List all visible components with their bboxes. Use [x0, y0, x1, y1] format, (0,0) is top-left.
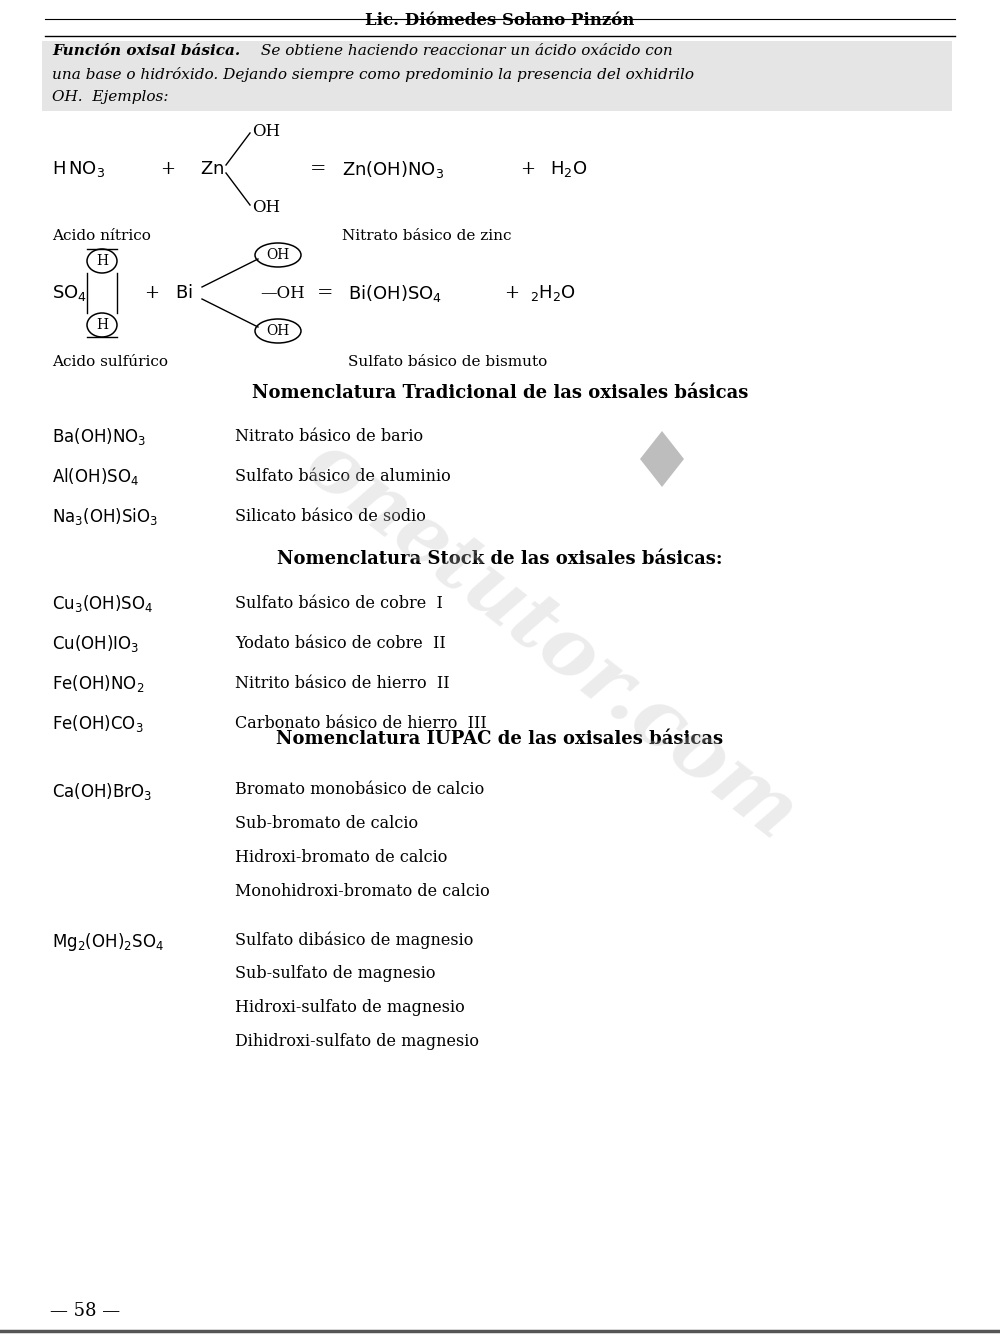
- Text: Dihidroxi-sulfato de magnesio: Dihidroxi-sulfato de magnesio: [235, 1033, 479, 1050]
- Polygon shape: [640, 430, 684, 487]
- Text: Nitrito básico de hierro  II: Nitrito básico de hierro II: [235, 675, 450, 692]
- Text: una base o hidróxido. Dejando siempre como predominio la presencia del oxhidrilo: una base o hidróxido. Dejando siempre co…: [52, 67, 694, 82]
- Text: OH: OH: [252, 122, 280, 139]
- Text: Hidroxi-bromato de calcio: Hidroxi-bromato de calcio: [235, 849, 447, 866]
- Text: — 58 —: — 58 —: [50, 1302, 120, 1320]
- Text: Sub-bromato de calcio: Sub-bromato de calcio: [235, 815, 418, 831]
- Text: $\mathrm{Bi}$: $\mathrm{Bi}$: [175, 284, 193, 302]
- Text: =: =: [317, 284, 333, 302]
- Text: +: +: [160, 160, 176, 178]
- Text: Nomenclatura Tradicional de las oxisales básicas: Nomenclatura Tradicional de las oxisales…: [252, 384, 748, 402]
- Text: —OH: —OH: [260, 284, 305, 302]
- Text: Nitrato básico de zinc: Nitrato básico de zinc: [342, 229, 512, 243]
- Text: Sulfato dibásico de magnesio: Sulfato dibásico de magnesio: [235, 931, 473, 948]
- Text: Nitrato básico de bario: Nitrato básico de bario: [235, 428, 423, 444]
- Text: Función oxisal básica.: Función oxisal básica.: [52, 44, 240, 58]
- Text: $\mathrm{H_2O}$: $\mathrm{H_2O}$: [550, 160, 587, 178]
- Text: $\mathrm{Fe(OH)CO_3}$: $\mathrm{Fe(OH)CO_3}$: [52, 712, 144, 734]
- Text: Hidroxi-sulfato de magnesio: Hidroxi-sulfato de magnesio: [235, 999, 465, 1016]
- Text: $\mathrm{Cu(OH)IO_3}$: $\mathrm{Cu(OH)IO_3}$: [52, 633, 139, 653]
- Text: $\mathrm{Cu_3(OH)SO_4}$: $\mathrm{Cu_3(OH)SO_4}$: [52, 593, 153, 613]
- Text: Acido nítrico: Acido nítrico: [52, 229, 151, 243]
- Text: $\mathrm{_2H_2O}$: $\mathrm{_2H_2O}$: [530, 283, 576, 303]
- Text: $\mathrm{Mg_2(OH)_2SO_4}$: $\mathrm{Mg_2(OH)_2SO_4}$: [52, 931, 164, 953]
- Text: Bromato monobásico de calcio: Bromato monobásico de calcio: [235, 780, 484, 798]
- Text: H: H: [96, 253, 108, 268]
- Text: $\mathrm{Al(OH)SO_4}$: $\mathrm{Al(OH)SO_4}$: [52, 465, 139, 487]
- Text: $\mathrm{Zn}$: $\mathrm{Zn}$: [200, 160, 224, 178]
- Text: Sub-sulfato de magnesio: Sub-sulfato de magnesio: [235, 966, 436, 982]
- Text: Sulfato básico de cobre  I: Sulfato básico de cobre I: [235, 594, 443, 611]
- Text: Nomenclatura IUPAC de las oxisales básicas: Nomenclatura IUPAC de las oxisales básic…: [276, 730, 724, 748]
- Text: Yodato básico de cobre  II: Yodato básico de cobre II: [235, 634, 446, 652]
- Text: $\mathrm{SO_4}$: $\mathrm{SO_4}$: [52, 283, 87, 303]
- Text: +: +: [520, 160, 536, 178]
- Text: $\mathrm{Zn(OH)NO_3}$: $\mathrm{Zn(OH)NO_3}$: [342, 158, 444, 180]
- Text: OH: OH: [266, 248, 290, 261]
- Text: $\mathrm{Ca(OH)BrO_3}$: $\mathrm{Ca(OH)BrO_3}$: [52, 780, 152, 802]
- Text: $\mathrm{Ba(OH)NO_3}$: $\mathrm{Ba(OH)NO_3}$: [52, 425, 146, 447]
- Text: $\mathrm{H\,NO_3}$: $\mathrm{H\,NO_3}$: [52, 160, 105, 178]
- Text: $\mathrm{Bi(OH)SO_4}$: $\mathrm{Bi(OH)SO_4}$: [348, 283, 442, 303]
- Text: Carbonato básico de hierro  III: Carbonato básico de hierro III: [235, 715, 487, 731]
- Text: onetutor.com: onetutor.com: [289, 425, 811, 857]
- Text: Lic. Diómedes Solano Pinzón: Lic. Diómedes Solano Pinzón: [365, 12, 635, 30]
- Text: Silicato básico de sodio: Silicato básico de sodio: [235, 507, 426, 524]
- Text: OH: OH: [252, 198, 280, 216]
- Text: Nomenclatura Stock de las oxisales básicas:: Nomenclatura Stock de las oxisales básic…: [277, 550, 723, 569]
- FancyBboxPatch shape: [42, 42, 952, 111]
- Text: Monohidroxi-bromato de calcio: Monohidroxi-bromato de calcio: [235, 882, 490, 900]
- Text: Sulfato básico de aluminio: Sulfato básico de aluminio: [235, 468, 451, 484]
- Text: Se obtiene haciendo reaccionar un ácido oxácido con: Se obtiene haciendo reaccionar un ácido …: [256, 44, 673, 58]
- Text: =: =: [310, 160, 326, 178]
- Text: +: +: [505, 284, 520, 302]
- Text: Sulfato básico de bismuto: Sulfato básico de bismuto: [348, 355, 547, 369]
- Text: H: H: [96, 318, 108, 333]
- Text: OH.  Ejemplos:: OH. Ejemplos:: [52, 90, 168, 105]
- Text: Acido sulfúrico: Acido sulfúrico: [52, 355, 168, 369]
- Text: $\mathrm{Fe(OH)NO_2}$: $\mathrm{Fe(OH)NO_2}$: [52, 672, 144, 693]
- Text: $\mathrm{Na_3(OH)SiO_3}$: $\mathrm{Na_3(OH)SiO_3}$: [52, 506, 158, 527]
- Text: OH: OH: [266, 325, 290, 338]
- Text: +: +: [144, 284, 160, 302]
